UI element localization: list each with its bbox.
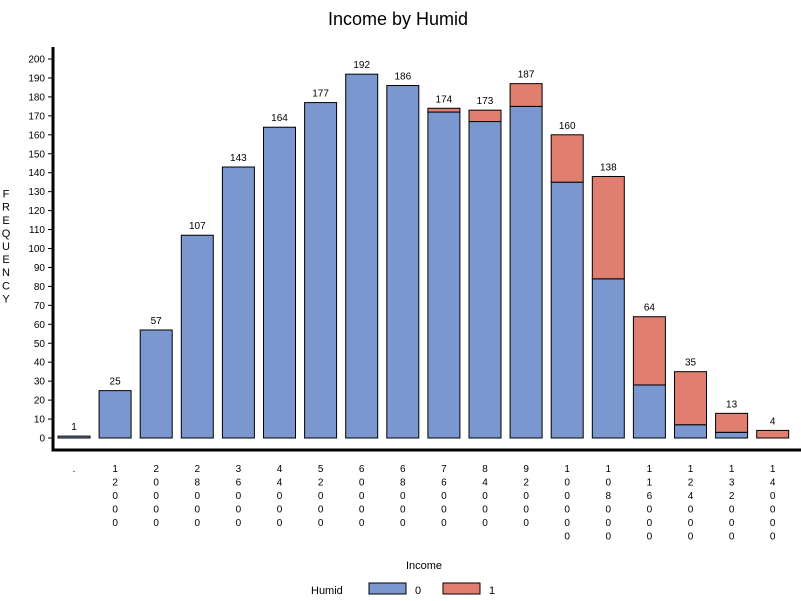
bars (57, 73, 790, 439)
bar-total-label: 57 (151, 316, 163, 327)
bar-segment-humid-0 (221, 166, 255, 439)
bar-total-label: 192 (353, 60, 370, 71)
y-tick-label: 180 (28, 92, 45, 103)
y-tick-label: 40 (34, 358, 46, 369)
x-axis-label: Income (406, 560, 442, 572)
y-axis: 0 10 20 30 40 50 60 70 80 90 100 110 120 130 140 150 160… (28, 47, 55, 451)
legend-label-humid-0: 0 (415, 585, 421, 597)
y-tick-label: 10 (34, 415, 46, 426)
bar-segment-humid-0 (98, 390, 132, 439)
bar-total-label: 1 (71, 422, 77, 433)
y-tick-label: 110 (29, 225, 45, 236)
bar-total-label: 187 (518, 70, 535, 81)
bar-segment-humid-1 (427, 107, 461, 113)
bar-segment-humid-0 (591, 278, 625, 439)
bar-segment-humid-1 (468, 109, 502, 123)
legend-swatch-humid-1 (442, 582, 481, 595)
bar-total-label: 160 (559, 121, 576, 132)
bar-segment-humid-0 (509, 105, 543, 439)
x-tick-labels: . 1 2 0 0 0 2 0 0 0 0 2 8 0 0 0 3 6 0 0 0 4 4 0 0 0 5 2 0 0 0 6 0 0 0 0 6 8 0 0… (73, 464, 776, 543)
bar-total-label: 143 (230, 153, 247, 164)
bar-total-label: 177 (312, 89, 329, 100)
bar-segment-humid-1 (509, 83, 543, 107)
bar-total-label: 173 (477, 96, 494, 107)
bar-total-label: 138 (600, 162, 617, 173)
bar-segment-humid-0 (304, 102, 338, 439)
bar-total-label: 25 (110, 377, 122, 388)
bar-total-labels: 1 25 57 107 143 164 177 192 186 174 173 187 160 138 64… (71, 60, 776, 433)
y-tick-label: 0 (39, 434, 45, 445)
y-tick-label: 160 (28, 130, 45, 141)
bar-segment-humid-0 (468, 121, 502, 439)
bar-segment-humid-1 (550, 134, 584, 183)
legend: Humid 0 1 (311, 582, 495, 597)
y-tick-label: 20 (34, 396, 46, 407)
y-tick-label: 60 (34, 320, 46, 331)
bar-segment-humid-0 (427, 111, 461, 439)
y-tick-label: 170 (28, 111, 45, 122)
bar-total-label: 164 (271, 113, 288, 124)
y-tick-label: 200 (28, 55, 45, 66)
bar-segment-humid-0 (386, 85, 420, 439)
bar-segment-humid-0 (139, 329, 173, 439)
bar-segment-humid-0 (180, 234, 214, 439)
bar-total-label: 35 (685, 358, 697, 369)
y-tick-label: 190 (28, 73, 45, 84)
bar-total-label: 107 (189, 221, 206, 232)
bar-segment-humid-0 (345, 73, 379, 439)
chart-title: Income by Humid (328, 9, 468, 29)
legend-label-humid-1: 1 (489, 585, 495, 597)
bar-segment-humid-1 (715, 412, 749, 433)
x-tick-label: . (73, 464, 76, 475)
bar-segment-humid-0 (57, 435, 91, 439)
legend-title: Humid (311, 585, 343, 597)
y-tick-label: 30 (34, 377, 46, 388)
y-tick-label: 130 (28, 187, 45, 198)
bar-total-label: 186 (394, 72, 411, 83)
y-tick-label: 100 (28, 244, 45, 255)
bar-segment-humid-0 (674, 424, 707, 439)
bar-segment-humid-1 (674, 371, 707, 426)
bar-segment-humid-0 (550, 181, 584, 439)
legend-swatch-humid-0 (368, 582, 407, 595)
bar-segment-humid-1 (632, 316, 666, 386)
y-tick-label: 120 (28, 206, 45, 217)
bar-segment-humid-0 (715, 431, 749, 439)
bar-total-label: 4 (770, 416, 776, 427)
bar-segment-humid-0 (632, 384, 666, 439)
y-tick-label: 80 (34, 282, 46, 293)
bar-segment-humid-0 (263, 126, 296, 439)
y-tick-label: 150 (28, 149, 45, 160)
bar-total-label: 13 (726, 399, 738, 410)
y-tick-label: 140 (28, 168, 45, 179)
bar-total-label: 174 (436, 94, 453, 105)
bar-segment-humid-1 (591, 175, 625, 280)
bar-segment-humid-1 (756, 429, 790, 439)
y-tick-label: 50 (34, 339, 46, 350)
bar-total-label: 64 (644, 303, 656, 314)
y-tick-label: 70 (34, 301, 46, 312)
y-tick-label: 90 (34, 263, 46, 274)
